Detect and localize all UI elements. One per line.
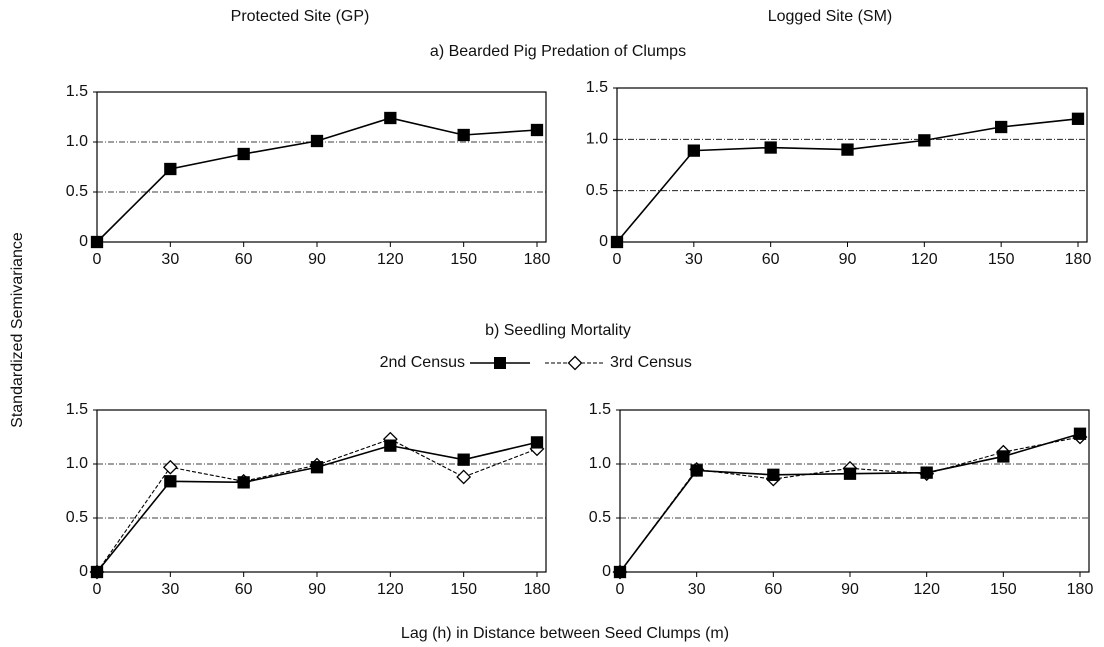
x-tick-label: 90 [308,581,326,598]
y-tick-label: 0.5 [66,183,88,200]
y-tick-label: 0 [79,233,88,250]
x-tick-label: 90 [308,251,326,268]
marker [920,466,933,479]
x-tick-label: 180 [1065,251,1092,268]
series-line [619,436,1081,573]
marker [384,439,397,452]
x-tick-label: 60 [235,581,253,598]
x-tick-label: 0 [93,251,102,268]
legend-label: 3rd Census [610,354,692,371]
marker [530,123,544,137]
x-tick-label: 0 [93,581,102,598]
x-tick-label: 120 [377,251,404,268]
marker [610,235,624,249]
x-tick-label: 60 [235,251,253,268]
y-tick-label: 0 [599,233,608,250]
x-tick-label: 180 [524,251,551,268]
y-tick-label: 1.5 [66,83,88,100]
marker [457,453,470,466]
marker [997,450,1010,463]
y-tick-label: 1.0 [66,133,88,150]
marker [841,143,854,156]
marker [918,134,931,147]
x-tick-label: 60 [762,251,780,268]
marker [237,147,250,161]
y-tick-label: 0 [602,563,611,580]
x-tick-label: 120 [913,581,940,598]
y-tick-label: 0 [79,563,88,580]
x-tick-label: 30 [161,251,179,268]
plot-frame [616,87,1088,243]
marker [384,111,397,125]
marker [164,475,177,488]
x-tick-label: 150 [988,251,1015,268]
x-tick-label: 180 [1067,581,1094,598]
plot-frame [619,409,1090,573]
x-tick-label: 30 [161,581,179,598]
row-title: a) Bearded Pig Predation of Clumps [430,43,686,60]
marker [310,134,324,148]
x-tick-label: 120 [377,581,404,598]
marker [843,467,857,480]
marker [995,120,1008,134]
y-tick-label: 1.0 [586,131,608,148]
series-line [619,432,1081,573]
plot-frame [96,91,547,243]
marker [1071,112,1085,125]
y-tick-label: 1.5 [66,401,88,418]
column-title: Protected Site (GP) [231,8,370,25]
legend-marker [567,355,583,371]
y-tick-label: 1.0 [589,455,611,472]
marker [530,436,544,449]
marker [310,461,324,474]
marker [1073,427,1087,440]
marker [90,565,104,579]
marker [457,128,470,142]
marker [764,141,777,154]
marker [164,162,177,176]
legend-marker [494,357,506,369]
marker [456,469,472,485]
plot-frame [96,409,547,573]
y-tick-label: 0.5 [586,182,608,199]
marker [767,468,780,481]
marker [687,144,700,157]
x-tick-label: 180 [524,581,551,598]
x-tick-label: 150 [450,581,477,598]
marker [690,464,703,477]
x-tick-label: 90 [839,251,857,268]
y-tick-label: 1.5 [586,79,608,96]
marker [162,459,178,475]
x-tick-label: 120 [911,251,938,268]
x-tick-label: 150 [450,251,477,268]
legend-label: 2nd Census [380,354,465,371]
y-tick-label: 0.5 [589,509,611,526]
x-tick-label: 60 [764,581,782,598]
marker [90,235,104,249]
row-title: b) Seedling Mortality [485,322,631,339]
column-title: Logged Site (SM) [768,8,893,25]
x-axis-label: Lag (h) in Distance between Seed Clumps … [401,625,729,642]
marker [237,476,250,489]
y-tick-label: 0.5 [66,509,88,526]
x-tick-label: 30 [685,251,703,268]
y-tick-label: 1.0 [66,455,88,472]
x-tick-label: 30 [688,581,706,598]
y-axis-label: Standardized Semivariance [9,232,26,428]
x-tick-label: 0 [613,251,622,268]
series-line [616,118,1079,243]
x-tick-label: 90 [841,581,859,598]
y-tick-label: 1.5 [589,401,611,418]
x-tick-label: 0 [616,581,625,598]
marker [613,565,627,579]
x-tick-label: 150 [990,581,1017,598]
